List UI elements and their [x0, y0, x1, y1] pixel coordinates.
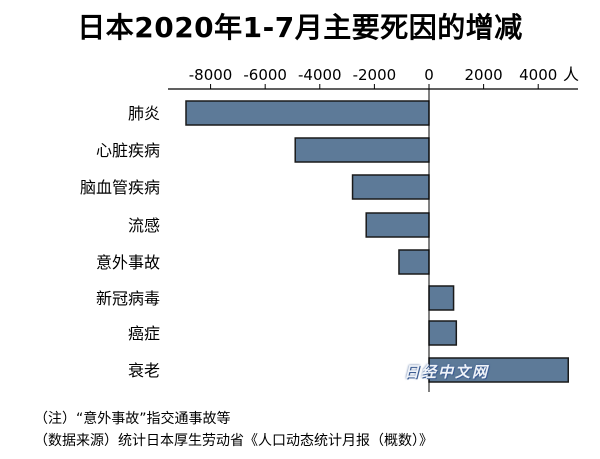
x-tick-label: 0 — [424, 66, 434, 84]
category-label: 意外事故 — [96, 253, 160, 272]
category-label: 脑血管疾病 — [80, 178, 160, 197]
chart-title: 日本2020年1-7月主要死因的增减 — [77, 11, 523, 44]
data-source-note: （数据来源）统计日本厚生劳动省《人口动态统计月报（概数）》 — [34, 433, 433, 449]
bar-4 — [365, 212, 430, 238]
category-label: 肺炎 — [128, 104, 160, 123]
bar-3 — [351, 174, 430, 200]
watermark-logo: 日经中文网 — [404, 363, 490, 381]
x-tick-label: -2000 — [353, 66, 397, 84]
x-unit-label: 人 — [563, 65, 579, 84]
x-tick-label: -8000 — [189, 66, 233, 84]
x-tick-label: 2000 — [465, 66, 503, 84]
footnote: （注）“意外事故”指交通事故等 — [34, 411, 231, 427]
bar-8 — [428, 357, 569, 383]
bar-6 — [428, 285, 455, 311]
x-tick-label: -4000 — [298, 66, 342, 84]
category-label: 流感 — [128, 216, 160, 235]
x-tick-label: 4000 — [519, 66, 557, 84]
bar-7 — [428, 320, 458, 346]
bar-2 — [294, 137, 430, 163]
category-label: 癌症 — [128, 324, 160, 343]
bar-5 — [398, 249, 430, 275]
bar-1 — [185, 100, 430, 126]
x-tick-label: -6000 — [243, 66, 287, 84]
category-label: 衰老 — [128, 361, 160, 380]
category-label: 心脏疾病 — [96, 141, 160, 160]
category-label: 新冠病毒 — [96, 289, 160, 308]
